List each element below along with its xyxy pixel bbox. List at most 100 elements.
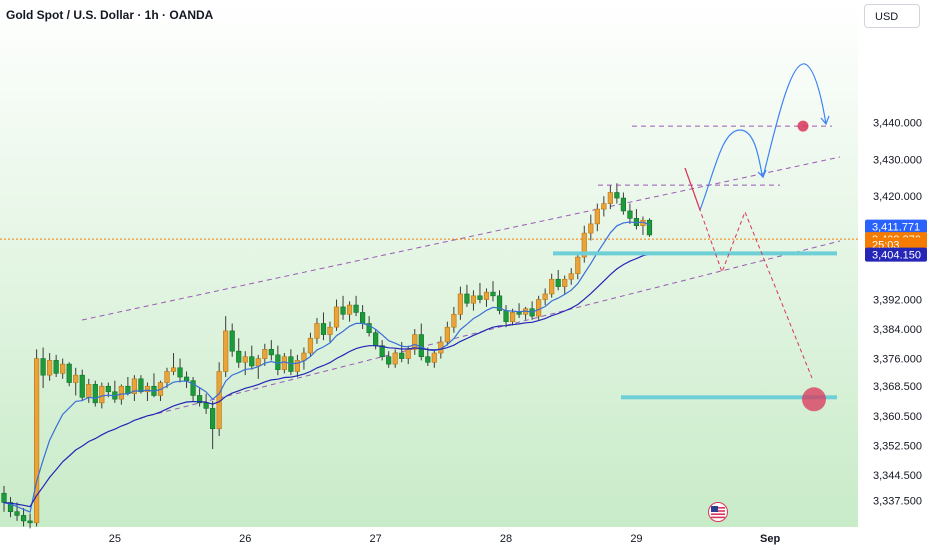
candle-bull — [575, 256, 581, 274]
candle-bear — [627, 210, 633, 219]
price-tag-label: 3,411.771 — [872, 222, 920, 234]
candle-bull — [562, 278, 568, 287]
us-flag-icon[interactable] — [708, 502, 728, 522]
candle-bull — [255, 358, 261, 367]
candle-bear — [646, 219, 653, 236]
candle-bull — [412, 334, 418, 350]
candle-bear — [320, 323, 327, 335]
y-tick-label: 3,368.500 — [873, 381, 922, 393]
candle-bull — [118, 385, 124, 400]
candle-bull — [60, 363, 66, 374]
candle-bear — [14, 511, 20, 516]
candle-bull — [314, 323, 320, 339]
y-tick-label: 3,420.000 — [873, 191, 922, 203]
candle-bull — [405, 349, 411, 359]
lower-target-marker — [802, 387, 826, 412]
price-axis-background — [858, 0, 932, 550]
y-tick-label: 3,376.000 — [873, 354, 922, 366]
candle-bull — [262, 349, 268, 359]
time-axis-background — [0, 527, 858, 550]
y-tick-label: 3,440.000 — [873, 117, 922, 129]
candle-bull — [33, 358, 40, 524]
target-zone — [621, 395, 837, 400]
candle-bear — [366, 323, 372, 334]
bullish-arrow-end — [820, 115, 830, 126]
candle-bear — [183, 376, 190, 382]
y-tick-label: 3,352.500 — [873, 440, 922, 452]
candle-bear — [353, 304, 359, 313]
x-tick-label: 27 — [370, 533, 382, 545]
candle-bull — [444, 326, 450, 343]
candle-bear — [249, 356, 255, 367]
candle-bear — [373, 332, 379, 346]
ema-fast-line — [3, 221, 650, 513]
candle-bull — [281, 356, 287, 370]
candle-bear — [105, 385, 111, 393]
price-tag-label: 3,404.150 — [872, 250, 921, 262]
candle-bull — [327, 326, 333, 335]
price-tag — [865, 219, 927, 234]
candle-bear — [490, 291, 496, 297]
price-tag — [865, 247, 927, 262]
y-tick-label: 3,392.000 — [873, 295, 922, 307]
candle-bull — [457, 293, 464, 315]
candle-bear — [66, 363, 72, 383]
y-tick-label: 3,384.000 — [873, 324, 922, 336]
candle-bull — [451, 313, 457, 328]
candle-bear — [79, 374, 85, 398]
candle-bear — [210, 408, 216, 429]
candle-bull — [542, 293, 548, 300]
candle-bear — [516, 312, 522, 315]
candle-bear — [464, 293, 470, 304]
candle-bear — [27, 520, 33, 524]
candle-bull — [164, 371, 170, 383]
y-tick-label: 3,337.500 — [873, 496, 922, 508]
candle-bear — [229, 330, 235, 352]
chart-title: Gold Spot / U.S. Dollar · 1h · OANDA — [6, 8, 214, 22]
candle-bear — [1, 492, 7, 503]
candle-bull — [392, 352, 398, 365]
y-tick-label: 3,344.500 — [873, 470, 922, 482]
candle-bear — [40, 358, 46, 376]
y-tick-label: 3,360.500 — [873, 411, 922, 423]
upper-target-marker — [797, 120, 809, 132]
candle-bull — [588, 223, 594, 234]
bearish-arrow-shaft — [684, 167, 701, 211]
candle-bull — [131, 378, 138, 394]
candle-bull — [536, 299, 542, 317]
currency-button[interactable]: USD — [864, 4, 920, 28]
candle-bull — [483, 291, 490, 300]
annotation-layer — [553, 63, 837, 412]
candle-bear — [236, 350, 242, 363]
x-tick-label: Sep — [760, 533, 780, 545]
candle-bear — [614, 192, 620, 199]
candle-bear — [496, 295, 503, 311]
candle-bull — [170, 367, 177, 372]
channel-lower-line — [139, 240, 841, 419]
candle-bear — [555, 278, 561, 287]
candle-bull — [242, 356, 248, 363]
candle-bull — [47, 360, 53, 376]
axis-layer: 3,440.000 3,430.000 3,420.000 3,392.000 3,38… — [109, 117, 927, 545]
ema-slow-line — [3, 253, 650, 508]
candle-bull — [594, 208, 600, 225]
x-tick-label: 25 — [109, 533, 121, 545]
candle-bull — [581, 232, 587, 258]
candle-bull — [223, 330, 229, 372]
candle-bear — [197, 395, 203, 404]
candle-bear — [477, 295, 483, 300]
candle-bear — [340, 306, 346, 315]
candle-bull — [73, 374, 79, 383]
candles-layer — [1, 183, 653, 529]
candle-bear — [268, 349, 274, 356]
x-tick-label: 28 — [500, 533, 512, 545]
support-zone — [553, 251, 837, 256]
candle-bear — [203, 402, 209, 409]
candle-bull — [346, 304, 353, 315]
channel-layer — [0, 156, 858, 419]
candle-bear — [138, 378, 144, 393]
candle-bear — [399, 352, 405, 359]
candle-bull — [509, 312, 516, 322]
